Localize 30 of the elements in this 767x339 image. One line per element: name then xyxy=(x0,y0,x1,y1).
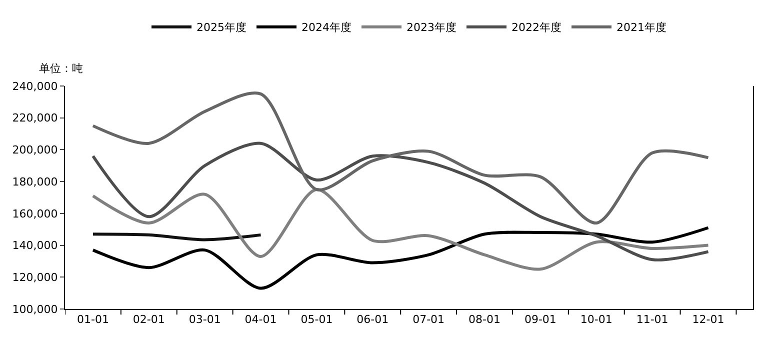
x-tick-label: 12-01 xyxy=(692,313,724,326)
x-tick-label: 08-01 xyxy=(468,313,500,326)
y-tick-label: 200,000 xyxy=(12,144,58,157)
x-tick-label: 07-01 xyxy=(412,313,445,326)
legend-label: 2023年度 xyxy=(406,21,456,34)
y-tick-label: 100,000 xyxy=(12,302,58,316)
line-series xyxy=(91,142,710,262)
legend-label: 2024年度 xyxy=(302,21,352,34)
y-axis-title: 单位：吨 xyxy=(39,62,83,75)
y-tick-label: 180,000 xyxy=(12,175,58,188)
y-tick-label: 120,000 xyxy=(12,270,58,284)
x-tick-label: 04-01 xyxy=(244,313,277,326)
x-tick-label: 09-01 xyxy=(524,313,556,326)
y-tick-label: 160,000 xyxy=(12,207,58,220)
y-tick-label: 240,000 xyxy=(12,80,58,93)
x-tick-label: 06-01 xyxy=(356,313,389,326)
x-tick-label: 11-01 xyxy=(636,313,668,326)
x-tick-label: 03-01 xyxy=(188,313,221,326)
x-tick-label: 10-01 xyxy=(580,313,612,326)
y-tick-label: 220,000 xyxy=(12,112,58,125)
x-tick-label: 05-01 xyxy=(300,313,333,326)
y-tick-label: 140,000 xyxy=(12,239,58,252)
x-tick-label: 02-01 xyxy=(132,313,165,326)
line-series xyxy=(91,92,710,224)
legend-label: 2022年度 xyxy=(512,21,562,34)
line-series xyxy=(91,188,710,271)
x-tick-label: 01-01 xyxy=(76,313,109,326)
legend-label: 2021年度 xyxy=(616,21,666,34)
legend-label: 2025年度 xyxy=(196,21,246,34)
line-series xyxy=(91,226,710,290)
